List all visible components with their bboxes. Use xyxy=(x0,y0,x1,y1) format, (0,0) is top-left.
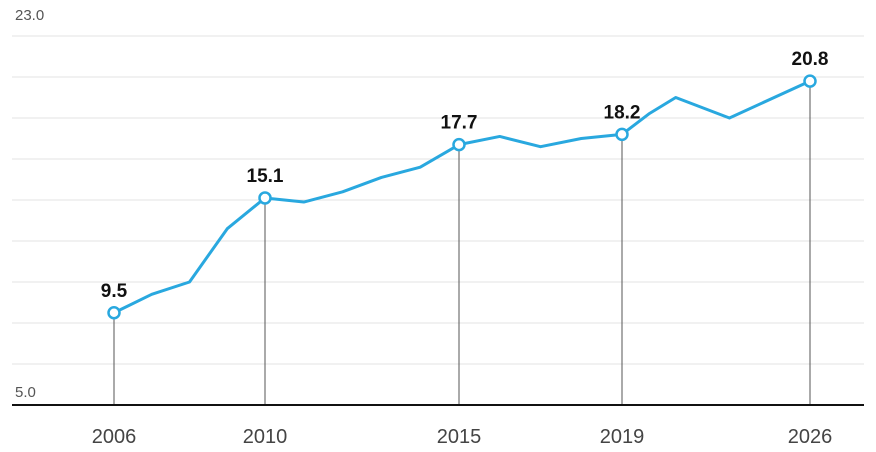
data-point-marker xyxy=(107,306,121,320)
data-point-marker xyxy=(452,137,466,152)
y-axis-max-label: 23.0 xyxy=(15,7,44,24)
data-point-marker xyxy=(615,127,629,142)
y-axis-min-label: 5.0 xyxy=(15,384,36,401)
drop-lines xyxy=(113,81,811,405)
data-point-marker xyxy=(803,74,817,88)
x-tick-label: 2026 xyxy=(788,426,833,448)
x-tick-label: 2006 xyxy=(92,426,137,448)
x-tick-label: 2015 xyxy=(437,426,482,448)
series-line xyxy=(112,79,812,315)
x-axis-tick-labels: 2006 2010 2015 2019 2026 xyxy=(92,426,833,448)
data-label: 17.7 xyxy=(441,113,478,134)
data-label: 20.8 xyxy=(792,49,829,70)
data-point-marker xyxy=(258,191,272,205)
point-markers xyxy=(107,74,817,320)
data-label: 15.1 xyxy=(247,166,284,187)
x-tick-label: 2019 xyxy=(600,426,645,448)
data-labels: 9.5 15.1 17.7 18.2 20.8 xyxy=(101,49,829,302)
x-tick-label: 2010 xyxy=(243,426,288,448)
data-label: 18.2 xyxy=(604,102,641,123)
data-label: 9.5 xyxy=(101,281,128,302)
gridlines xyxy=(12,35,864,365)
